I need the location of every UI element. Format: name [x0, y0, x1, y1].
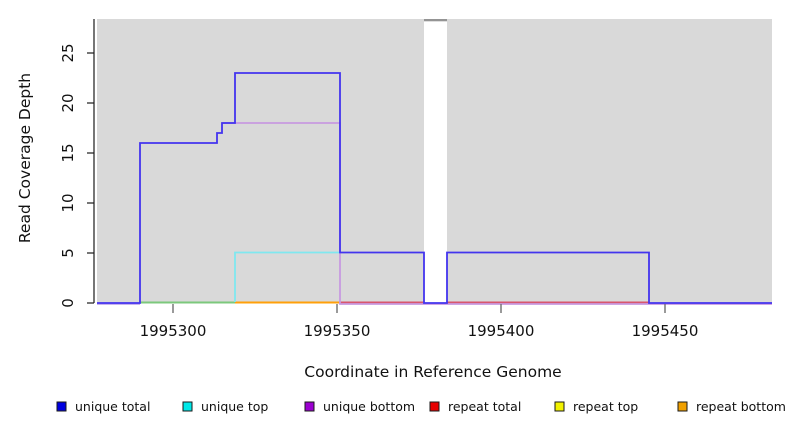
legend-label-repeat-total: repeat total — [448, 399, 522, 414]
legend-item-repeat-total: repeat total — [429, 399, 521, 414]
unique-total-swatch-icon — [56, 401, 67, 411]
coverage-gap-cap — [424, 19, 447, 22]
y-tick-label-20: 20 — [59, 93, 77, 112]
legend-item-unique-total: unique total — [56, 399, 150, 414]
y-tick-label-10: 10 — [59, 193, 77, 212]
x-axis-title: Coordinate in Reference Genome — [304, 363, 561, 381]
y-axis-ticks — [87, 52, 94, 304]
x-tick-label-1995300: 1995300 — [140, 322, 207, 340]
x-tick-label-1995350: 1995350 — [304, 322, 371, 340]
x-tick-label-1995400: 1995400 — [468, 322, 535, 340]
unique-bottom-swatch-icon — [304, 401, 315, 411]
unique-total-line — [97, 72, 772, 304]
unique-top-swatch-icon — [182, 401, 193, 411]
legend-label-unique-bottom: unique bottom — [323, 399, 416, 414]
repeat-total-swatch-icon — [429, 401, 440, 411]
y-tick-label-0: 0 — [59, 298, 77, 308]
repeat-top-swatch-icon — [554, 401, 565, 411]
coverage-gap-band — [424, 19, 447, 303]
y-tick-label-15: 15 — [59, 143, 77, 162]
coverage-chart: 0 5 10 15 20 25 1995300 1995350 1995400 … — [16, 19, 772, 381]
y-axis-title: Read Coverage Depth — [16, 73, 34, 243]
legend-item-repeat-top: repeat top — [554, 399, 638, 414]
x-axis-ticks — [172, 304, 666, 313]
legend-label-unique-top: unique top — [201, 399, 269, 414]
legend-label-unique-total: unique total — [75, 399, 151, 414]
y-tick-label-25: 25 — [59, 43, 77, 62]
legend-label-repeat-top: repeat top — [573, 399, 639, 414]
legend-label-repeat-bottom: repeat bottom — [696, 399, 786, 414]
repeat-bottom-swatch-icon — [677, 401, 688, 411]
legend-item-repeat-bottom: repeat bottom — [677, 399, 786, 414]
legend-item-unique-top: unique top — [182, 399, 268, 414]
x-tick-label-1995450: 1995450 — [632, 322, 699, 340]
y-tick-label-5: 5 — [59, 248, 77, 258]
legend-item-unique-bottom: unique bottom — [304, 399, 415, 414]
unique-top-line — [234, 251, 340, 302]
